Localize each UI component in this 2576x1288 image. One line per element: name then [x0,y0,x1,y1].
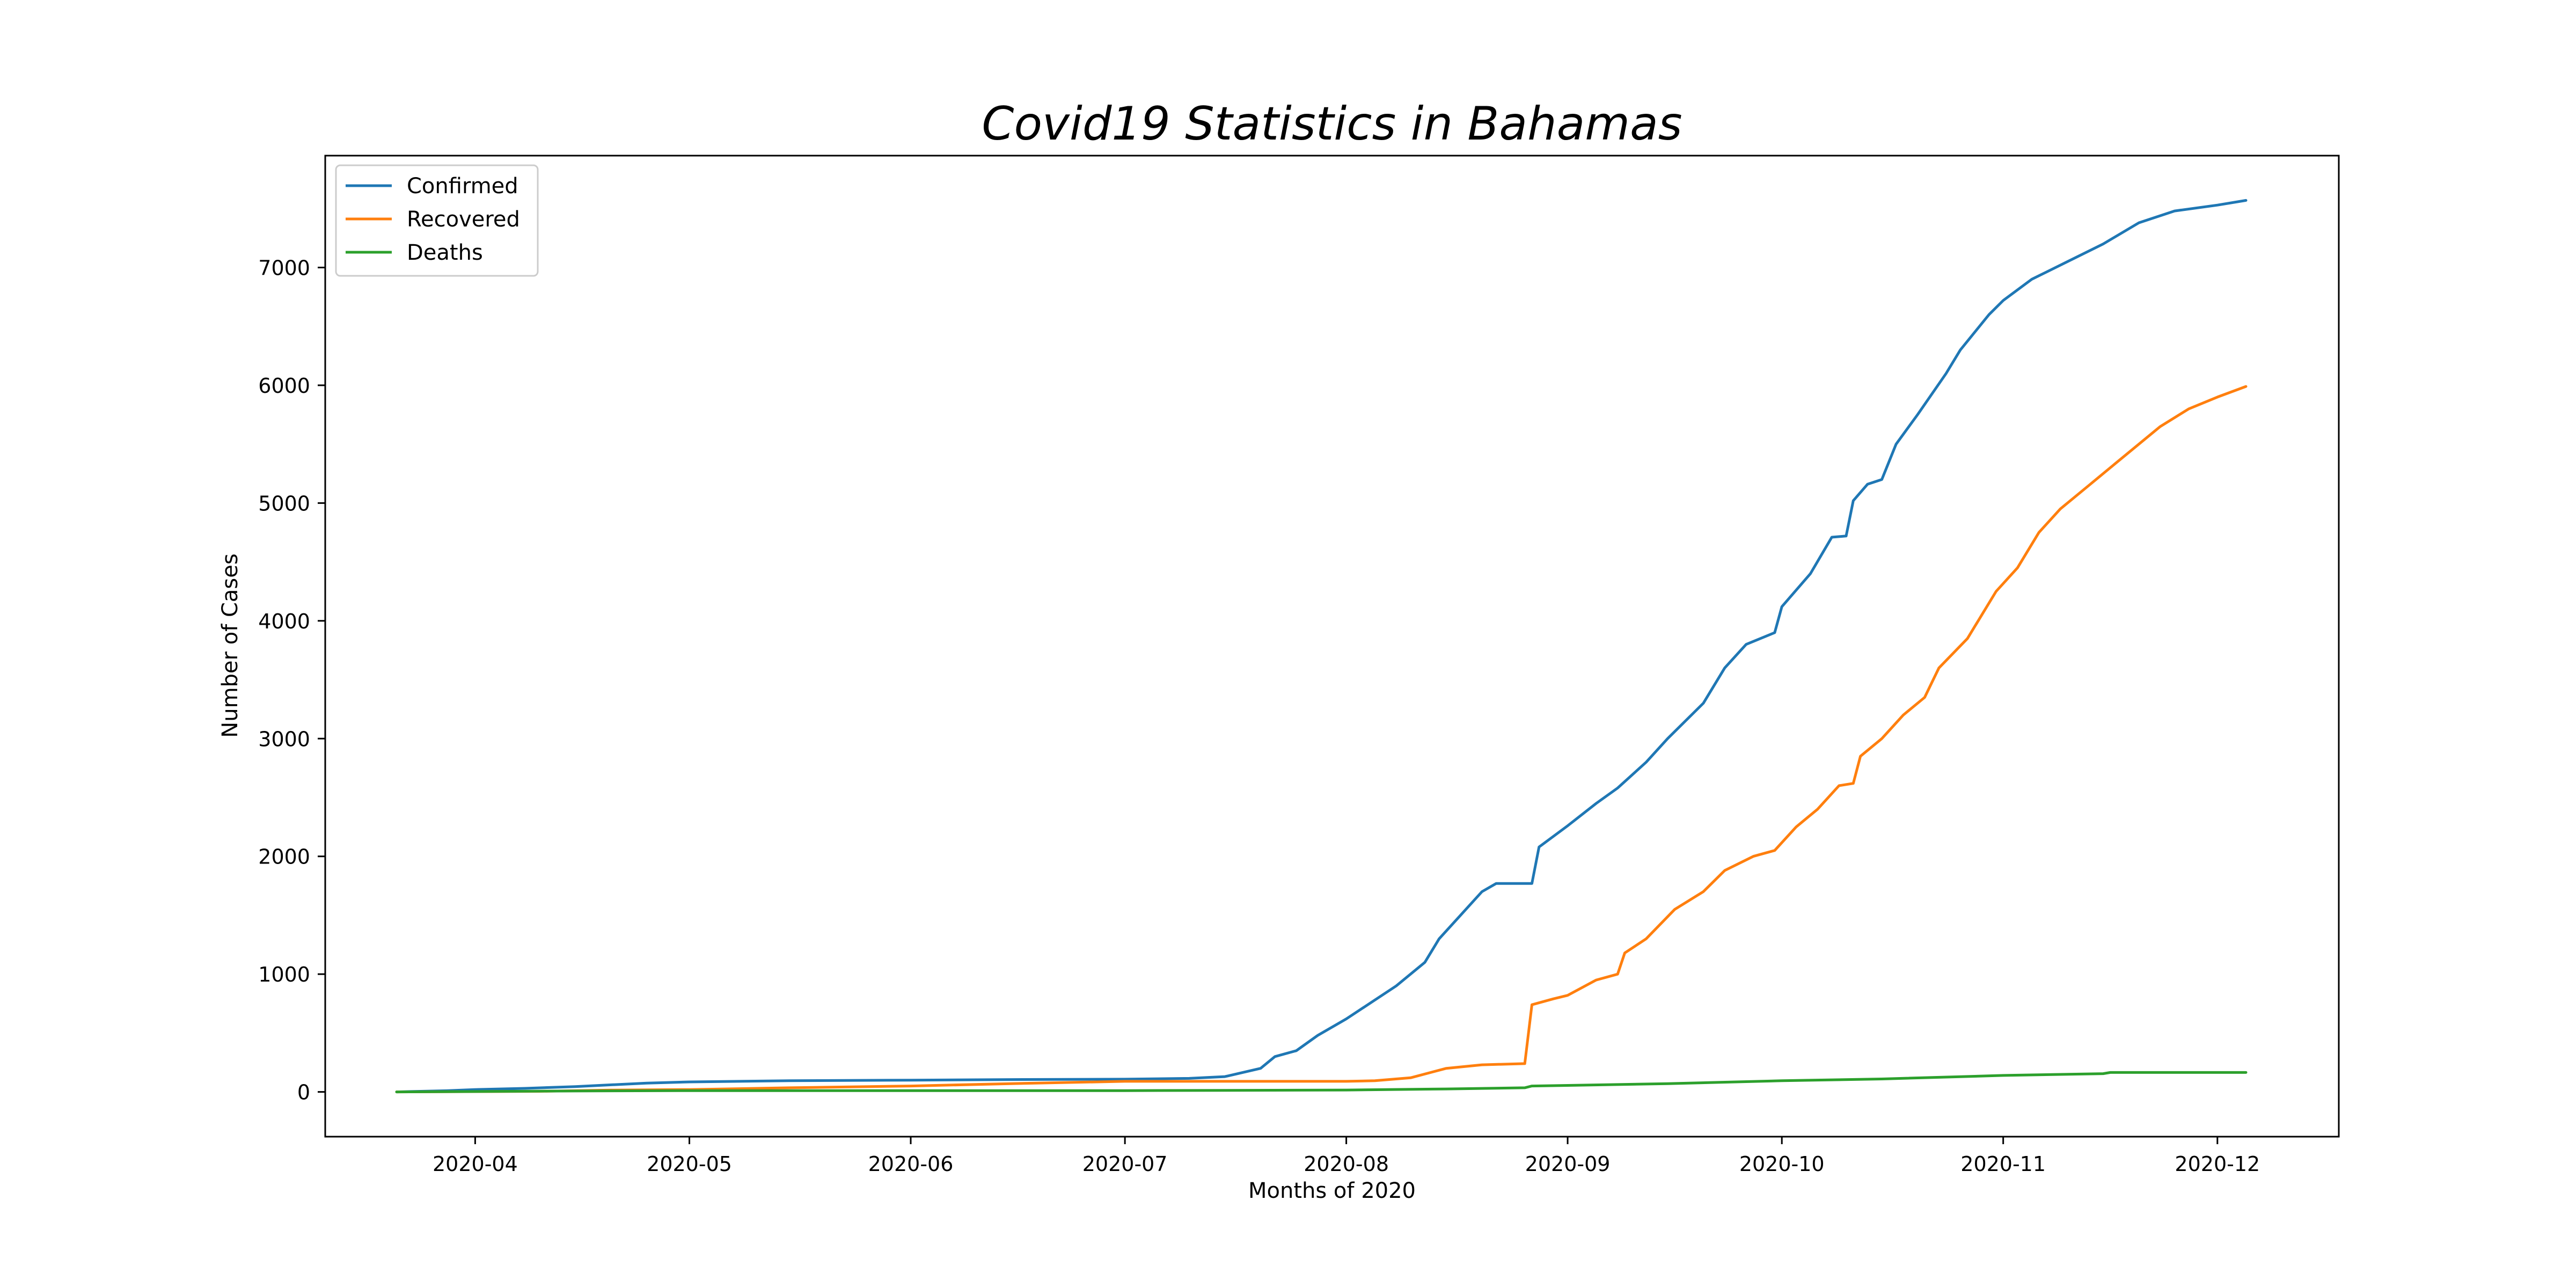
legend-label-recovered: Recovered [407,207,520,232]
y-tick-label: 0 [297,1081,310,1104]
chart-title: Covid19 Statistics in Bahamas [982,97,1682,151]
y-tick-label: 3000 [258,727,310,751]
legend: Confirmed Recovered Deaths [335,164,539,277]
x-tick-label: 2020-11 [1960,1152,2046,1176]
x-tick-label: 2020-10 [1739,1152,1825,1176]
x-tick-label: 2020-07 [1082,1152,1168,1176]
series-line-recovered [395,385,2248,1094]
y-axis-label: Number of Cases [218,553,243,737]
x-tick-label: 2020-06 [868,1152,954,1176]
plot-frame [324,155,2340,1138]
y-tick-label: 4000 [258,610,310,633]
x-axis-label: Months of 2020 [1248,1179,1416,1203]
y-tick-label: 2000 [258,845,310,869]
x-tick-label: 2020-09 [1525,1152,1611,1176]
x-tick-label: 2020-05 [647,1152,732,1176]
series-line-deaths [395,1071,2248,1094]
y-tick-label: 6000 [258,374,310,398]
legend-box [335,164,539,277]
legend-label-confirmed: Confirmed [407,174,518,199]
x-tick-label: 2020-08 [1304,1152,1389,1176]
x-tick-label: 2020-12 [2175,1152,2260,1176]
y-tick-label: 7000 [258,256,310,280]
y-tick-label: 1000 [258,963,310,986]
series-line-confirmed [395,199,2248,1094]
y-tick-label: 5000 [258,492,310,515]
x-tick-label: 2020-04 [433,1152,518,1176]
legend-label-deaths: Deaths [407,240,483,265]
